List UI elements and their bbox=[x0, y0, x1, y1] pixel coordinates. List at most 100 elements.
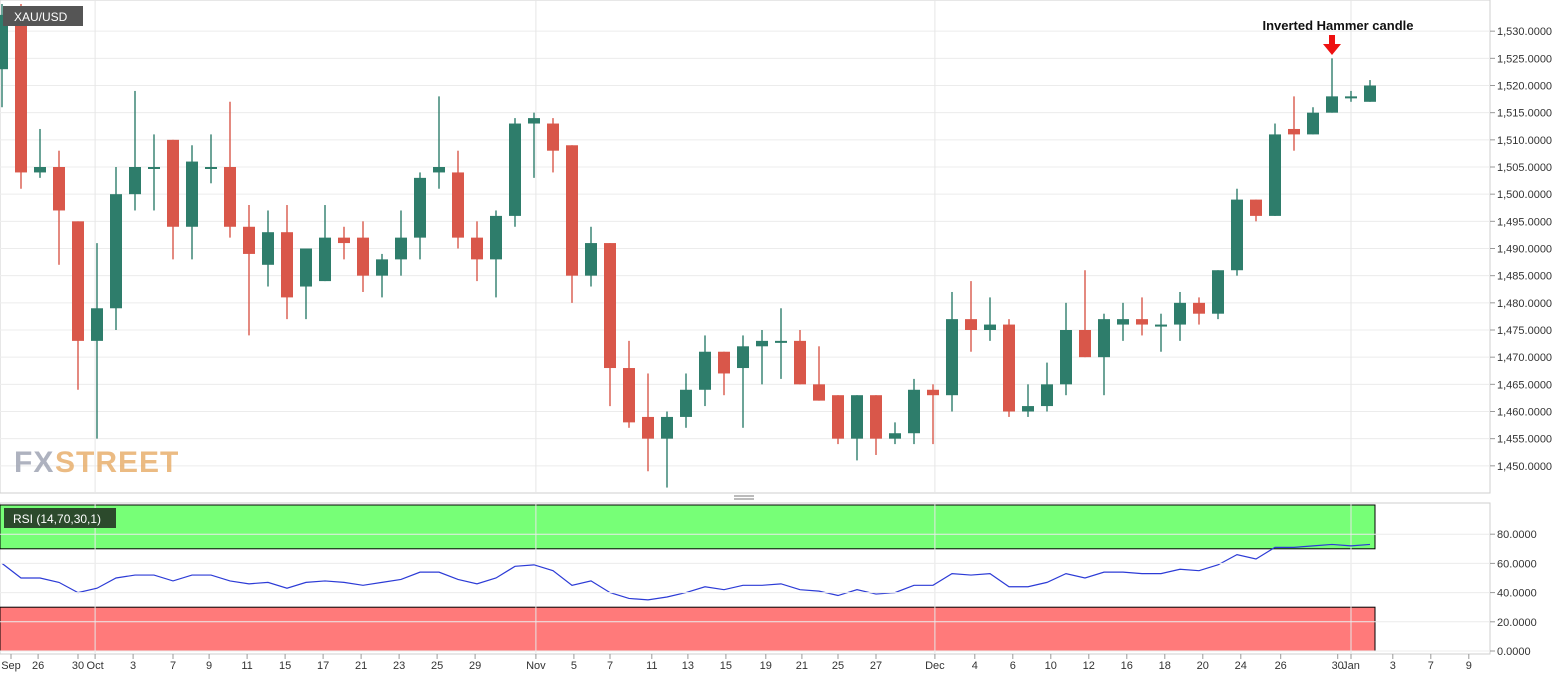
candle-body bbox=[1307, 112, 1319, 135]
x-tick-label: 7 bbox=[1428, 660, 1434, 672]
candle-bullish bbox=[91, 243, 103, 439]
down-arrow-icon bbox=[1323, 35, 1341, 55]
candle-bullish bbox=[1326, 58, 1338, 113]
x-tick-label: 10 bbox=[1045, 660, 1057, 672]
rsi-tick-label: 80.0000 bbox=[1497, 529, 1537, 541]
candle-body bbox=[623, 368, 635, 423]
candle-bearish bbox=[870, 395, 882, 455]
candle-body bbox=[262, 232, 274, 265]
x-tick-label: 9 bbox=[1466, 660, 1472, 672]
candle-bullish bbox=[1117, 302, 1129, 341]
rsi-panel: 0.0000 20.0000 40.0000 60.0000 80.0000 RSI (… bbox=[0, 502, 1537, 658]
candle-body bbox=[110, 194, 122, 309]
candle-bearish bbox=[832, 395, 844, 445]
candle-bearish bbox=[167, 139, 179, 260]
candle-bullish bbox=[319, 205, 331, 282]
panel-splitter-handle[interactable] bbox=[734, 495, 754, 500]
candle-body bbox=[566, 145, 578, 276]
candle-bullish bbox=[1155, 313, 1167, 352]
x-tick-label: 25 bbox=[832, 660, 844, 672]
candle-body bbox=[1212, 270, 1224, 314]
candle-body bbox=[813, 384, 825, 401]
candle-bullish bbox=[1098, 313, 1110, 396]
candle-body bbox=[1174, 302, 1186, 325]
overbought-zone bbox=[0, 504, 1376, 550]
candle-bullish bbox=[433, 96, 445, 189]
candle-bearish bbox=[1193, 297, 1205, 325]
candle-body bbox=[338, 237, 350, 244]
x-tick-label: 3 bbox=[1390, 660, 1396, 672]
candle-bearish bbox=[243, 205, 255, 336]
candle-body bbox=[224, 167, 236, 227]
candle-body bbox=[680, 389, 692, 417]
candle-bearish bbox=[1079, 270, 1091, 358]
candle-body bbox=[718, 351, 730, 374]
x-tick-label: 6 bbox=[1010, 660, 1016, 672]
candle-body bbox=[642, 416, 654, 439]
candle-body bbox=[946, 319, 958, 396]
price-tick-label: 1,505.0000 bbox=[1497, 162, 1552, 174]
candle-body bbox=[1250, 199, 1262, 216]
candle-body bbox=[1060, 330, 1072, 385]
candle-bullish bbox=[889, 422, 901, 445]
x-tick-label: 30 bbox=[72, 660, 84, 672]
candle-bearish bbox=[1003, 319, 1015, 417]
x-tick-label: Dec bbox=[925, 660, 945, 672]
candle-body bbox=[129, 167, 141, 195]
price-tick-label: 1,495.0000 bbox=[1497, 216, 1552, 228]
candle-body bbox=[186, 161, 198, 227]
candle-bullish bbox=[262, 210, 274, 287]
price-tick-label: 1,475.0000 bbox=[1497, 325, 1552, 337]
candle-bullish bbox=[110, 167, 122, 330]
candle-body bbox=[1003, 324, 1015, 412]
price-panel: 1,450.0000 1,455.0000 1,460.0000 1,465.0000… bbox=[0, 0, 1552, 494]
candle-bullish bbox=[984, 297, 996, 341]
candle-body bbox=[0, 14, 8, 70]
candle-body bbox=[414, 177, 426, 238]
x-tick-label: 3 bbox=[130, 660, 136, 672]
arrow-shaft bbox=[1329, 35, 1335, 45]
price-tick-label: 1,485.0000 bbox=[1497, 271, 1552, 283]
candle-body bbox=[34, 167, 46, 173]
x-tick-label: 13 bbox=[682, 660, 694, 672]
candle-bearish bbox=[566, 145, 578, 303]
x-tick-label: 26 bbox=[32, 660, 44, 672]
price-tick-label: 1,500.0000 bbox=[1497, 189, 1552, 201]
price-tick-label: 1,460.0000 bbox=[1497, 407, 1552, 419]
candle-bearish bbox=[642, 373, 654, 472]
candle-bearish bbox=[224, 101, 236, 238]
candle-body bbox=[737, 346, 749, 369]
rsi-axis: 0.0000 20.0000 40.0000 60.0000 80.0000 bbox=[0, 529, 1537, 658]
candle-body bbox=[91, 308, 103, 341]
symbol-badge-background bbox=[3, 6, 83, 26]
candle-body bbox=[1155, 324, 1167, 327]
candle-bullish bbox=[148, 134, 160, 211]
candle-bullish bbox=[1174, 291, 1186, 341]
candle-bullish bbox=[1060, 302, 1072, 396]
x-tick-label: 19 bbox=[760, 660, 772, 672]
candle-body bbox=[1364, 85, 1376, 102]
candle-body bbox=[319, 237, 331, 282]
candle-body bbox=[490, 215, 502, 260]
candle-body bbox=[851, 395, 863, 439]
candle-body bbox=[395, 237, 407, 260]
price-panel-background bbox=[0, 0, 1491, 494]
x-tick-label: 15 bbox=[720, 660, 732, 672]
candle-body bbox=[167, 139, 179, 227]
price-tick-label: 1,465.0000 bbox=[1497, 379, 1552, 391]
candle-body bbox=[300, 248, 312, 287]
x-tick-label: 4 bbox=[972, 660, 978, 672]
x-tick-label: Nov bbox=[526, 660, 546, 672]
x-tick-label: Oct bbox=[87, 660, 104, 672]
watermark-fx: FX bbox=[14, 446, 54, 479]
candle-body bbox=[528, 118, 540, 124]
candle-bullish bbox=[1364, 80, 1376, 102]
candle-bullish bbox=[737, 335, 749, 428]
candle-body bbox=[1098, 319, 1110, 358]
rsi-tick-label: 0.0000 bbox=[1497, 646, 1531, 658]
x-tick-label: 30 bbox=[1332, 660, 1344, 672]
candle-bearish bbox=[604, 243, 616, 407]
candle-body bbox=[1288, 128, 1300, 135]
x-tick-label: 27 bbox=[870, 660, 882, 672]
